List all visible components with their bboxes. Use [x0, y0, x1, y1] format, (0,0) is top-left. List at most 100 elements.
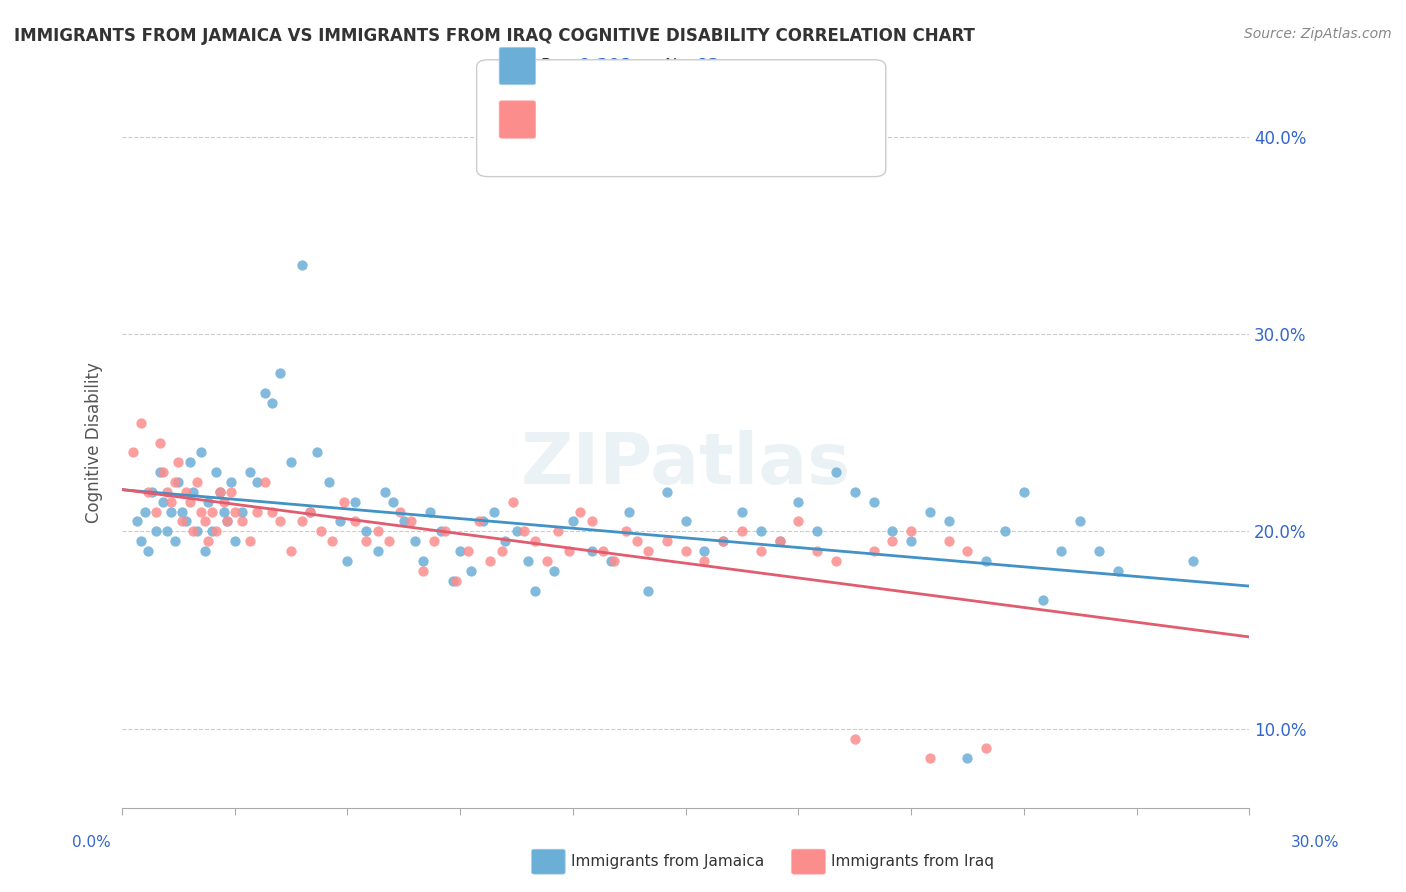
Point	[882, 524, 904, 539]
Point	[262, 505, 284, 519]
Text: Source: ZipAtlas.com: Source: ZipAtlas.com	[1244, 27, 1392, 41]
Point	[900, 524, 922, 539]
Point	[693, 554, 716, 568]
Point	[434, 524, 457, 539]
Point	[956, 544, 979, 558]
Point	[194, 515, 217, 529]
Point	[711, 534, 734, 549]
Point	[224, 534, 246, 549]
Point	[186, 524, 208, 539]
Point	[918, 505, 941, 519]
Point	[172, 505, 194, 519]
Point	[190, 445, 212, 459]
Point	[619, 505, 641, 519]
Point	[655, 534, 678, 549]
Text: 92: 92	[696, 57, 720, 75]
Point	[381, 494, 404, 508]
Point	[1088, 544, 1111, 558]
Point	[332, 494, 354, 508]
Point	[212, 505, 235, 519]
Point	[367, 544, 389, 558]
Point	[174, 515, 197, 529]
Point	[502, 494, 524, 508]
Point	[603, 554, 626, 568]
Point	[1050, 544, 1073, 558]
Point	[152, 494, 174, 508]
Point	[558, 544, 581, 558]
Text: N =: N =	[665, 57, 702, 75]
Point	[482, 505, 505, 519]
Point	[152, 465, 174, 479]
Point	[219, 484, 242, 499]
Point	[167, 455, 190, 469]
Point	[994, 524, 1017, 539]
Point	[318, 475, 340, 489]
Point	[637, 583, 659, 598]
Point	[806, 544, 828, 558]
Point	[219, 475, 242, 489]
Point	[205, 524, 228, 539]
Point	[457, 544, 479, 558]
Text: 0.0%: 0.0%	[72, 836, 111, 850]
Point	[307, 445, 329, 459]
Point	[329, 515, 352, 529]
Point	[321, 534, 343, 549]
Point	[172, 515, 194, 529]
Point	[246, 505, 269, 519]
Point	[253, 386, 276, 401]
Point	[505, 524, 527, 539]
Point	[389, 505, 412, 519]
Point	[179, 455, 201, 469]
Point	[309, 524, 332, 539]
Point	[122, 445, 145, 459]
Point	[239, 465, 262, 479]
Point	[626, 534, 648, 549]
Point	[614, 524, 637, 539]
Point	[655, 484, 678, 499]
Text: R =: R =	[541, 57, 578, 75]
Point	[862, 494, 884, 508]
Point	[974, 741, 997, 756]
Point	[343, 494, 366, 508]
Point	[599, 554, 621, 568]
Point	[675, 544, 697, 558]
Point	[768, 534, 790, 549]
Point	[825, 554, 848, 568]
Point	[253, 475, 276, 489]
Point	[768, 534, 790, 549]
Point	[404, 534, 426, 549]
Y-axis label: Cognitive Disability: Cognitive Disability	[86, 362, 103, 523]
Point	[160, 494, 183, 508]
Point	[547, 524, 569, 539]
Point	[269, 367, 291, 381]
Text: Immigrants from Jamaica: Immigrants from Jamaica	[571, 855, 763, 869]
Text: Immigrants from Iraq: Immigrants from Iraq	[831, 855, 994, 869]
Point	[190, 505, 212, 519]
Point	[569, 505, 592, 519]
Point	[543, 564, 565, 578]
Point	[1107, 564, 1129, 578]
Point	[163, 475, 186, 489]
Point	[129, 534, 152, 549]
Point	[844, 731, 866, 746]
Point	[787, 515, 810, 529]
Point	[138, 544, 160, 558]
Point	[787, 494, 810, 508]
Point	[419, 505, 441, 519]
Point	[298, 505, 321, 519]
Point	[149, 465, 172, 479]
Text: ZIPatlas: ZIPatlas	[520, 430, 851, 499]
Point	[513, 524, 536, 539]
Point	[291, 258, 314, 272]
Text: -0.018: -0.018	[572, 112, 631, 129]
Point	[1069, 515, 1091, 529]
Point	[212, 494, 235, 508]
Point	[298, 505, 321, 519]
Point	[174, 484, 197, 499]
Point	[524, 583, 547, 598]
Point	[246, 475, 269, 489]
Point	[224, 505, 246, 519]
Point	[156, 484, 179, 499]
Point	[163, 534, 186, 549]
Point	[343, 515, 366, 529]
